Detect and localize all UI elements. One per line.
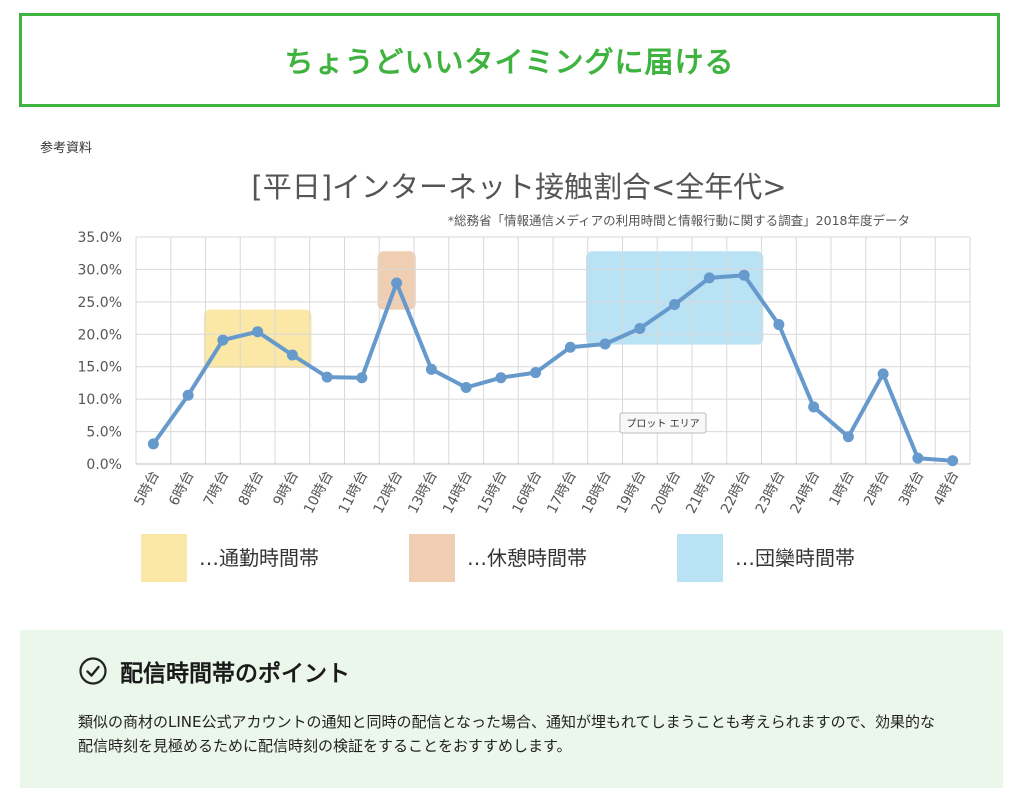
highlight-bands	[203, 251, 764, 369]
data-point	[599, 338, 611, 350]
x-tick-label: 8時台	[236, 468, 267, 508]
chart-legend: …通勤時間帯 …休憩時間帯 …団欒時間帯	[141, 534, 855, 582]
x-tick-label: 10時台	[301, 468, 337, 516]
y-tick-label: 0.0%	[86, 457, 122, 473]
plot-area-tooltip: プロット エリア	[619, 412, 707, 434]
data-point	[738, 269, 750, 281]
chart-subtitle: *総務省「情報通信メディアの利用時間と情報行動に関する調査」2018年度データ	[448, 213, 910, 228]
data-point	[460, 381, 472, 393]
legend-label: …団欒時間帯	[735, 546, 855, 570]
data-point	[252, 326, 264, 338]
series-points	[147, 269, 959, 467]
x-tick-label: 3時台	[896, 468, 927, 508]
y-tick-label: 20.0%	[78, 327, 122, 343]
internet-usage-chart: [平日]インターネット接触割合<全年代> *総務省「情報通信メディアの利用時間と…	[78, 170, 971, 582]
y-tick-label: 35.0%	[78, 230, 122, 246]
legend-swatch	[141, 534, 187, 582]
x-tick-label: 6時台	[166, 468, 197, 508]
x-tick-label: 23時台	[753, 468, 789, 516]
y-tick-label: 25.0%	[78, 295, 122, 311]
data-point	[495, 372, 507, 384]
x-tick-label: 19時台	[614, 468, 650, 516]
points-title: 配信時間帯のポイント	[120, 661, 350, 687]
x-tick-label: 12時台	[371, 468, 407, 516]
data-point	[877, 368, 889, 380]
highlight-band-2	[586, 251, 764, 345]
x-tick-label: 9時台	[270, 468, 301, 508]
data-point	[912, 452, 924, 464]
x-tick-label: 16時台	[510, 468, 546, 516]
data-point	[182, 389, 194, 401]
tooltip-box	[619, 412, 707, 434]
x-tick-label: 1時台	[826, 468, 857, 508]
data-point	[217, 334, 229, 346]
headline-title: ちょうどいいタイミングに届ける	[284, 45, 735, 79]
x-axis-ticks: 5時台 6時台 7時台 8時台 9時台 10時台 11時台 12時台 13時台 14時台 15時台 1…	[131, 468, 962, 516]
data-point	[147, 438, 159, 450]
delivery-points-panel: 配信時間帯のポイント 類似の商材のLINE公式アカウントの通知と同時の配信となっ…	[20, 630, 1003, 788]
data-point	[947, 455, 959, 467]
y-tick-label: 10.0%	[78, 392, 122, 408]
check-circle-icon	[79, 657, 107, 685]
data-point	[808, 401, 820, 413]
x-tick-label: 14時台	[440, 468, 476, 516]
data-point	[356, 372, 368, 384]
data-point	[425, 363, 437, 375]
data-point	[773, 319, 785, 331]
data-point	[564, 341, 576, 353]
points-header: 配信時間帯のポイント	[78, 654, 945, 688]
x-tick-label: 13時台	[405, 468, 441, 516]
x-tick-label: 24時台	[788, 468, 824, 516]
data-point	[669, 298, 681, 310]
x-tick-label: 18時台	[579, 468, 615, 516]
data-point	[703, 272, 715, 284]
series-line	[151, 273, 955, 463]
y-tick-label: 5.0%	[86, 425, 122, 441]
x-tick-label: 2時台	[861, 468, 892, 508]
x-tick-label: 15時台	[475, 468, 511, 516]
legend-label: …休憩時間帯	[467, 546, 587, 570]
data-point	[286, 349, 298, 361]
legend-swatch	[409, 534, 455, 582]
y-axis-ticks: 0.0% 5.0% 10.0% 15.0% 20.0% 25.0% 30.0% 35.0%	[78, 230, 122, 473]
data-point	[321, 371, 333, 383]
y-tick-label: 30.0%	[78, 262, 122, 278]
data-point	[842, 431, 854, 443]
tooltip-label: プロット エリア	[626, 418, 699, 430]
highlight-band-0	[203, 309, 312, 369]
x-tick-label: 11時台	[336, 468, 372, 516]
chart-grid	[135, 236, 971, 465]
data-point	[634, 322, 646, 334]
x-tick-label: 20時台	[649, 468, 685, 516]
data-point	[530, 367, 542, 379]
x-tick-label: 21時台	[683, 468, 719, 516]
x-tick-label: 22時台	[718, 468, 754, 516]
headline-banner: ちょうどいいタイミングに届ける	[19, 13, 1000, 107]
y-tick-label: 15.0%	[78, 360, 122, 376]
points-body: 類似の商材のLINE公式アカウントの通知と同時の配信となった場合、通知が埋もれて…	[78, 713, 935, 755]
x-tick-label: 7時台	[201, 468, 232, 508]
chart-title: [平日]インターネット接触割合<全年代>	[251, 170, 786, 204]
x-tick-label: 5時台	[131, 468, 162, 508]
reference-label: 参考資料	[40, 141, 93, 156]
legend-swatch	[677, 534, 723, 582]
legend-label: …通勤時間帯	[199, 546, 319, 570]
x-tick-label: 17時台	[544, 468, 580, 516]
x-tick-label: 4時台	[931, 468, 962, 508]
data-point	[391, 277, 403, 289]
